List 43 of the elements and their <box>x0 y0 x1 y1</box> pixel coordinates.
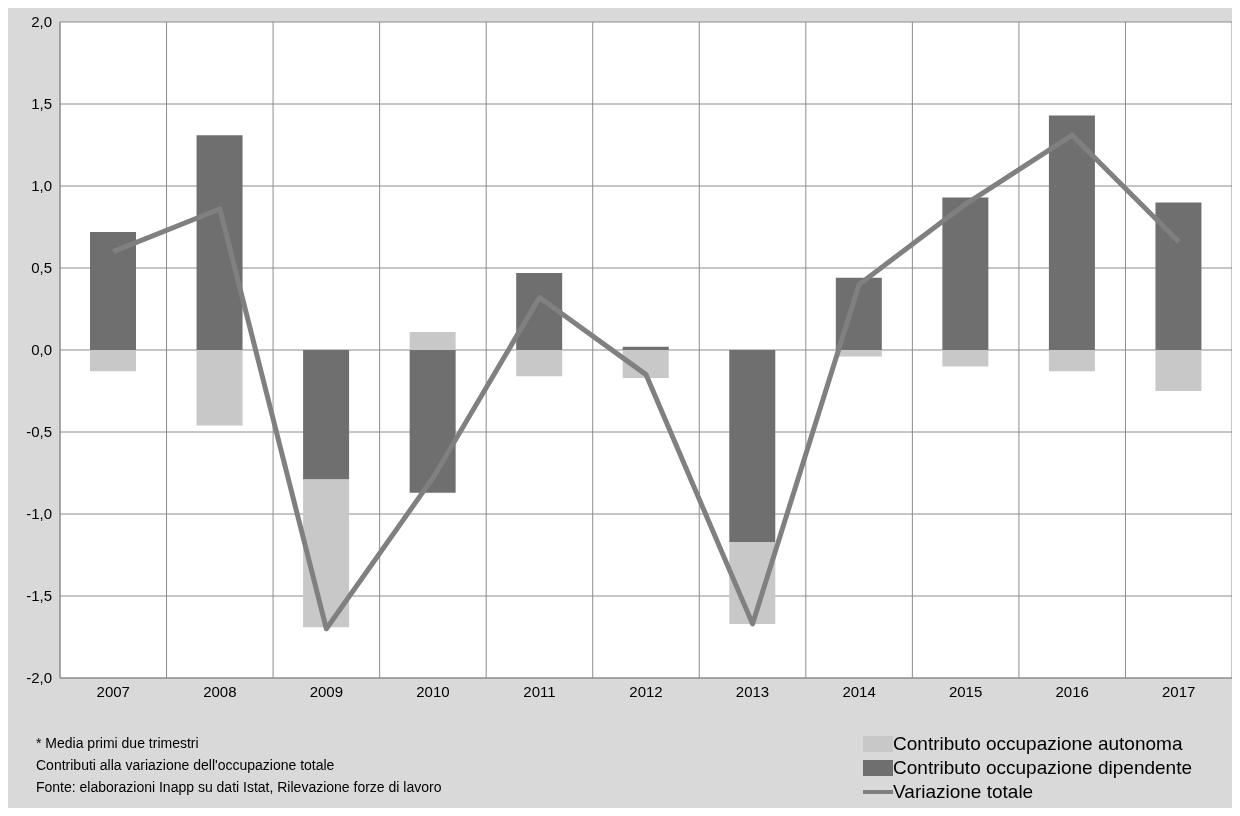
bar <box>942 350 989 367</box>
y-tick-label: 0,5 <box>31 259 52 277</box>
legend-label: Variazione totale <box>893 780 1034 804</box>
bar <box>622 346 669 350</box>
bar <box>90 231 136 350</box>
bar <box>1048 115 1095 350</box>
bar <box>516 350 563 377</box>
text: * Media primi due trimestri <box>36 734 200 753</box>
bar <box>1155 350 1202 391</box>
x-tick-label: 2011 <box>523 682 556 700</box>
bar <box>196 350 243 426</box>
bar <box>90 350 136 372</box>
bar <box>942 197 989 350</box>
x-tick-label: 2017 <box>1162 682 1196 700</box>
bar <box>303 479 350 628</box>
legend-label: Contributo occupazione dipendente <box>893 756 1192 780</box>
y-tick-label: -1,5 <box>26 587 52 605</box>
text: Contributi alla variazione dell'occupazione totale <box>36 756 336 775</box>
y-tick-label: 2,0 <box>31 13 52 31</box>
bar <box>729 350 776 542</box>
x-tick-label: 2010 <box>416 682 450 700</box>
x-tick-label: 2016 <box>1055 682 1089 700</box>
bar <box>409 350 456 493</box>
y-tick-label: 0,0 <box>31 341 52 359</box>
bar <box>1155 202 1202 350</box>
x-tick-label: 2007 <box>96 682 130 700</box>
x-tick-label: 2008 <box>203 682 237 700</box>
source-note: Fonte: elaborazioni Inapp su dati Istat, Rilevazione forze di lavoro <box>36 778 442 797</box>
bar <box>1048 350 1095 372</box>
y-tick-label: -1,0 <box>26 505 52 523</box>
x-tick-label: 2015 <box>948 682 983 700</box>
bar <box>303 350 350 480</box>
x-tick-label: 2014 <box>842 682 876 700</box>
x-tick-label: 2009 <box>309 682 344 700</box>
y-tick-label: -2,0 <box>26 669 52 687</box>
bar <box>196 135 243 350</box>
x-tick-label: 2013 <box>735 682 770 700</box>
x-tick-label: 2012 <box>629 682 663 700</box>
legend-label: Contributo occupazione autonoma <box>893 732 1183 756</box>
y-tick-label: 1,0 <box>31 177 52 195</box>
y-tick-label: 1,5 <box>31 95 52 113</box>
bar <box>409 331 456 350</box>
y-tick-label: -0,5 <box>26 423 52 441</box>
